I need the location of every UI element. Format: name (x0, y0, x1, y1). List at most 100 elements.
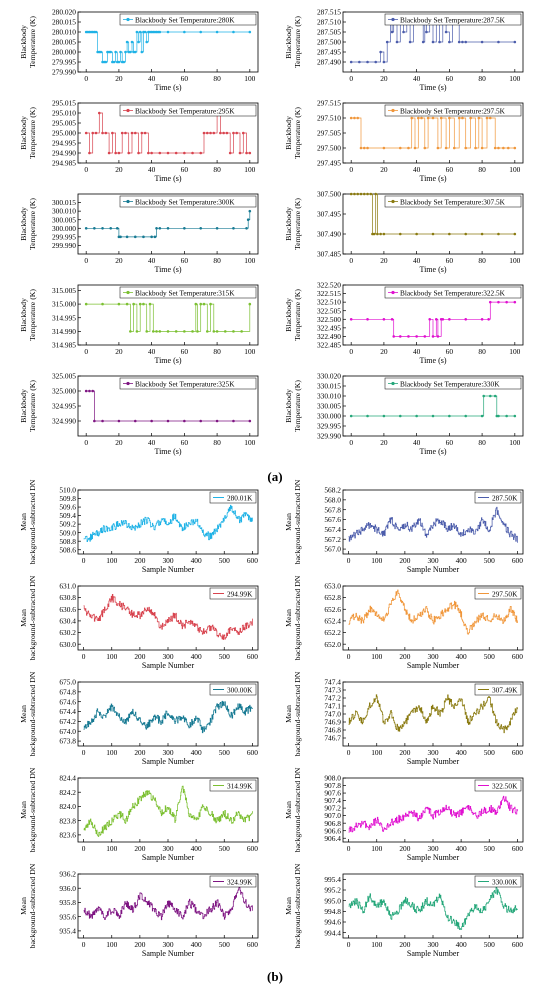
y-tick-label: 287.505 (317, 28, 341, 37)
charts-container: 279.990279.995280.000280.005280.010280.0… (19, 8, 524, 958)
x-tick-label: 60 (446, 438, 454, 447)
legend-label: 307.49K (492, 685, 518, 694)
data-point (461, 40, 464, 44)
data-point (104, 131, 108, 135)
x-tick-label: 600 (512, 748, 523, 757)
data-point (166, 226, 170, 230)
data-point (148, 302, 152, 306)
y-axis-label: Meanbackground-subtracted DN (284, 863, 302, 948)
y-tick-label: 747.1 (324, 702, 341, 711)
data-point (120, 131, 124, 135)
data-point (461, 116, 464, 120)
x-tick-label: 400 (191, 556, 202, 565)
y-axis-label: BlackbodyTemperature (K) (19, 107, 37, 159)
x-tick-label: 20 (380, 74, 388, 83)
data-point (150, 151, 153, 155)
data-point (497, 146, 500, 150)
y-tick-label: 746.9 (324, 718, 341, 727)
data-point (84, 302, 88, 306)
y-tick-label: 322.510 (317, 298, 341, 307)
y-axis-label: BlackbodyTemperature (K) (284, 107, 302, 159)
y-tick-label: 908.0 (324, 774, 341, 783)
series-line (348, 589, 518, 635)
data-point (505, 414, 508, 418)
x-tick-label: 60 (181, 347, 189, 356)
data-point (183, 330, 186, 333)
x-tick-label: 20 (380, 438, 388, 447)
legend-label: Blackbody Set Temperature:280K (135, 15, 235, 24)
data-point (137, 40, 140, 44)
y-tick-label: 297.505 (317, 129, 341, 138)
y-tick-label: 508.6 (59, 545, 76, 554)
data-point (158, 151, 162, 155)
data-point (493, 146, 497, 150)
y-tick-label: 907.8 (324, 781, 341, 790)
plot-frame (77, 193, 259, 255)
data-point (84, 131, 88, 135)
y-tick-label: 652.4 (324, 617, 341, 626)
y-axis-label: Meanbackground-subtracted DN (284, 479, 302, 564)
y-tick-label: 824.4 (59, 774, 76, 783)
data-point (407, 146, 410, 150)
y-tick-label: 747.2 (324, 694, 341, 703)
data-point (416, 116, 420, 120)
y-tick-label: 294.995 (52, 139, 76, 148)
x-tick-label: 200 (399, 844, 410, 853)
x-tick-label: 80 (478, 74, 486, 83)
chart-b-1: 508.6508.8509.0509.2509.4509.6509.8510.0… (19, 479, 259, 574)
x-tick-label: 100 (371, 844, 382, 853)
data-point (191, 151, 194, 155)
data-point (502, 146, 505, 150)
x-axis-label: Time (s) (154, 265, 181, 274)
data-point (398, 335, 402, 338)
data-point (199, 30, 203, 34)
data-point (222, 131, 225, 135)
data-point (174, 330, 178, 333)
x-tick-label: 60 (446, 74, 454, 83)
x-tick-label: 300 (162, 940, 173, 949)
x-tick-label: 600 (247, 940, 258, 949)
legend-label: 314.99K (227, 781, 253, 790)
plot-frame (77, 284, 259, 346)
data-point (135, 330, 139, 333)
y-tick-label: 509.6 (59, 503, 76, 512)
data-point (431, 40, 435, 44)
y-tick-label: 995.0 (324, 896, 341, 905)
x-tick-label: 500 (484, 652, 495, 661)
y-axis-label: BlackbodyTemperature (K) (19, 16, 37, 68)
x-tick-label: 100 (509, 256, 520, 265)
data-point (215, 30, 219, 34)
data-point (398, 146, 402, 150)
data-point (457, 116, 461, 120)
data-point (232, 30, 235, 34)
data-point (439, 116, 443, 120)
data-point (109, 50, 113, 54)
data-point (196, 330, 199, 333)
x-tick-label: 600 (512, 844, 523, 853)
chart-b-7: 823.6 823.8 824.0 824.2 824.4 0 100 200 300 400 50… (19, 767, 259, 862)
x-axis-label: Sample Number (407, 853, 460, 862)
data-point (480, 146, 484, 150)
data-point (104, 60, 108, 64)
data-point (246, 218, 250, 222)
data-point (191, 330, 194, 333)
x-tick-label: 500 (484, 556, 495, 565)
x-tick-label: 20 (380, 347, 388, 356)
x-tick-label: 0 (82, 940, 86, 949)
chart-a-9: 324.990 324.995 325.000 325.005 0 20 40 60 80 100… (19, 372, 259, 456)
data-point (91, 131, 95, 135)
x-tick-label: 100 (244, 74, 255, 83)
data-point (428, 317, 432, 321)
legend-box (119, 13, 257, 26)
data-point (124, 50, 127, 54)
data-point (513, 300, 517, 304)
data-point (138, 30, 142, 34)
y-tick-label: 324.990 (52, 417, 76, 426)
x-tick-label: 400 (456, 844, 467, 853)
y-tick-label: 652.2 (324, 628, 341, 637)
y-tick-label: 509.0 (59, 528, 76, 537)
x-axis-label: Sample Number (407, 661, 460, 670)
y-tick-label: 631.0 (59, 582, 76, 591)
x-tick-label: 600 (247, 844, 258, 853)
x-tick-label: 200 (399, 652, 410, 661)
